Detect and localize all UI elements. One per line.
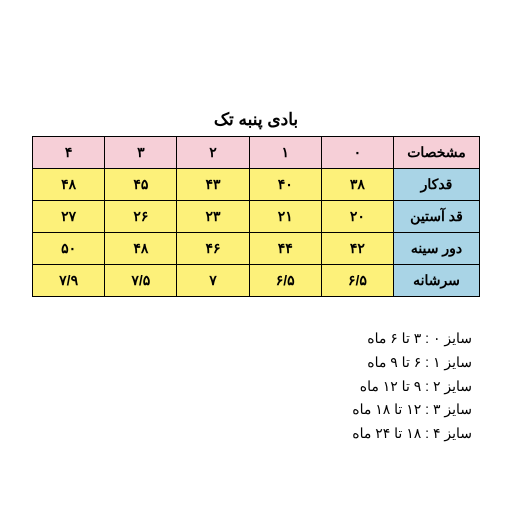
value-cell: ۴۶ bbox=[177, 233, 249, 265]
value-cell: ۷ bbox=[177, 265, 249, 297]
value-cell: ۴۸ bbox=[33, 169, 105, 201]
value-cell: ۴۰ bbox=[249, 169, 321, 201]
table-row: سرشانه ۶/۵ ۶/۵ ۷ ۷/۵ ۷/۹ bbox=[33, 265, 480, 297]
value-cell: ۴۳ bbox=[177, 169, 249, 201]
value-cell: ۶/۵ bbox=[321, 265, 393, 297]
value-cell: ۷/۹ bbox=[33, 265, 105, 297]
value-cell: ۳۸ bbox=[321, 169, 393, 201]
size-header-cell: ۴ bbox=[33, 137, 105, 169]
size-chart-document: بادی پنبه تک مشخصات ۰ ۱ ۲ ۳ ۴ قدکار ۳۸ ۴… bbox=[0, 0, 512, 512]
size-legend: سایز ۰ : ۳ تا ۶ ماه سایز ۱ : ۶ تا ۹ ماه … bbox=[32, 327, 480, 446]
row-label-cell: دور سینه bbox=[394, 233, 480, 265]
value-cell: ۲۶ bbox=[105, 201, 177, 233]
legend-line: سایز ۴ : ۱۸ تا ۲۴ ماه bbox=[32, 422, 472, 446]
table-header-row: مشخصات ۰ ۱ ۲ ۳ ۴ bbox=[33, 137, 480, 169]
table-row: قد آستین ۲۰ ۲۱ ۲۳ ۲۶ ۲۷ bbox=[33, 201, 480, 233]
table-row: دور سینه ۴۲ ۴۴ ۴۶ ۴۸ ۵۰ bbox=[33, 233, 480, 265]
value-cell: ۲۷ bbox=[33, 201, 105, 233]
row-label-cell: قد آستین bbox=[394, 201, 480, 233]
table-row: قدکار ۳۸ ۴۰ ۴۳ ۴۵ ۴۸ bbox=[33, 169, 480, 201]
document-title: بادی پنبه تک bbox=[32, 110, 480, 130]
legend-line: سایز ۲ : ۹ تا ۱۲ ماه bbox=[32, 375, 472, 399]
value-cell: ۷/۵ bbox=[105, 265, 177, 297]
legend-line: سایز ۱ : ۶ تا ۹ ماه bbox=[32, 351, 472, 375]
value-cell: ۲۱ bbox=[249, 201, 321, 233]
spec-header-cell: مشخصات bbox=[394, 137, 480, 169]
size-header-cell: ۳ bbox=[105, 137, 177, 169]
value-cell: ۴۲ bbox=[321, 233, 393, 265]
row-label-cell: قدکار bbox=[394, 169, 480, 201]
legend-line: سایز ۰ : ۳ تا ۶ ماه bbox=[32, 327, 472, 351]
value-cell: ۶/۵ bbox=[249, 265, 321, 297]
legend-line: سایز ۳ : ۱۲ تا ۱۸ ماه bbox=[32, 398, 472, 422]
row-label-cell: سرشانه bbox=[394, 265, 480, 297]
size-table: مشخصات ۰ ۱ ۲ ۳ ۴ قدکار ۳۸ ۴۰ ۴۳ ۴۵ ۴۸ قد… bbox=[32, 136, 480, 297]
size-header-cell: ۰ bbox=[321, 137, 393, 169]
value-cell: ۵۰ bbox=[33, 233, 105, 265]
value-cell: ۴۸ bbox=[105, 233, 177, 265]
size-header-cell: ۲ bbox=[177, 137, 249, 169]
value-cell: ۲۳ bbox=[177, 201, 249, 233]
value-cell: ۴۵ bbox=[105, 169, 177, 201]
value-cell: ۲۰ bbox=[321, 201, 393, 233]
value-cell: ۴۴ bbox=[249, 233, 321, 265]
size-header-cell: ۱ bbox=[249, 137, 321, 169]
